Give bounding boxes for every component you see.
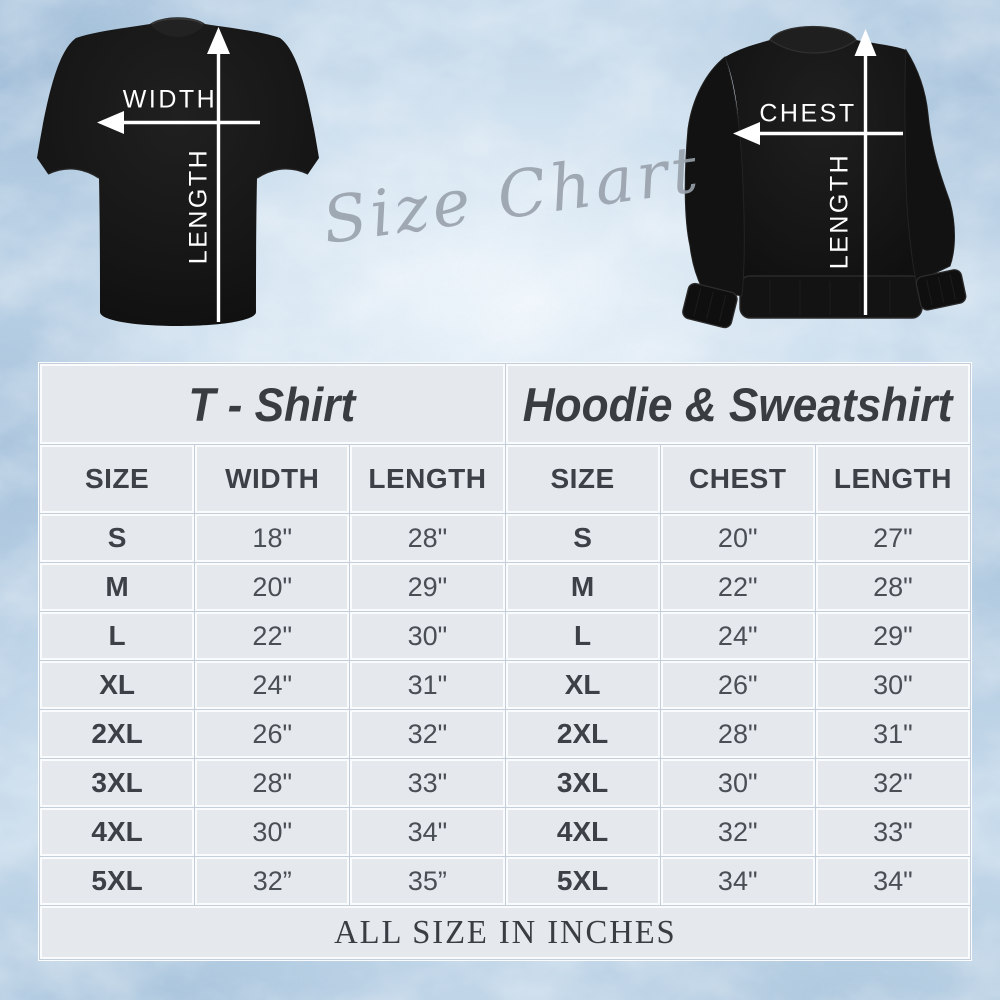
hoodie-size-cell: 5XL (504, 856, 661, 906)
hoodie-chest-cell: 26" (659, 660, 816, 710)
tshirt-width-cell: 20" (194, 562, 351, 612)
hoodie-size-cell: L (504, 611, 661, 661)
hoodie-length-cell: 28" (814, 562, 972, 612)
hoodie-section-title-text: Hoodie & Sweatshirt (522, 377, 953, 431)
tshirt-length-cell: 35” (349, 856, 506, 906)
hoodie-chest-cell: 32" (659, 807, 816, 857)
footer-note-text: ALL SIZE IN INCHES (333, 913, 677, 951)
tshirt-length-cell: 32" (349, 709, 506, 759)
tshirt-body (37, 18, 319, 326)
tshirt-section-title-text: T - Shirt (188, 377, 356, 431)
tshirt-width-cell: 18" (194, 513, 351, 563)
tshirt-length-header: LENGTH (349, 444, 506, 514)
tshirt-length-cell: 28" (349, 513, 506, 563)
tshirt-width-cell: 22" (194, 611, 351, 661)
tshirt-width-cell: 28" (194, 758, 351, 808)
hoodie-length-cell: 30" (814, 660, 972, 710)
tshirt-size-cell: M (38, 562, 196, 612)
tshirt-size-cell: 4XL (38, 807, 196, 857)
sweatshirt-right-sleeve (904, 48, 955, 283)
tshirt-length-cell: 31" (349, 660, 506, 710)
hoodie-size-cell: XL (504, 660, 661, 710)
hoodie-size-cell: 2XL (504, 709, 661, 759)
hoodie-length-cell: 33" (814, 807, 972, 857)
tshirt-length-cell: 29" (349, 562, 506, 612)
script-title: Size Chart (318, 132, 706, 260)
hoodie-size-cell: M (504, 562, 661, 612)
sweatshirt-body (725, 28, 920, 286)
hoodie-size-header: SIZE (504, 444, 661, 514)
tshirt-width-cell: 32” (194, 856, 351, 906)
hoodie-length-label: LENGTH (825, 152, 854, 270)
footer-note: ALL SIZE IN INCHES (39, 905, 971, 960)
tshirt-width-cell: 26" (194, 709, 351, 759)
tshirt-width-header: WIDTH (194, 444, 351, 514)
size-table: T - Shirt Hoodie & Sweatshirt SIZE WIDTH… (38, 362, 972, 961)
tshirt-length-cell: 30" (349, 611, 506, 661)
tshirt-size-cell: 5XL (38, 856, 196, 906)
hero: WIDTH LENGTH CHEST LENGTH Size Chart (0, 0, 1000, 362)
sweatshirt-hem-band (739, 275, 923, 319)
hoodie-section-title: Hoodie & Sweatshirt (504, 363, 971, 445)
tshirt-size-cell: S (38, 513, 196, 563)
tshirt-width-cell: 24" (194, 660, 351, 710)
tshirt-image (37, 17, 319, 326)
hoodie-chest-cell: 20" (659, 513, 816, 563)
tshirt-section-title: T - Shirt (39, 363, 506, 445)
tshirt-length-cell: 33" (349, 758, 506, 808)
tshirt-size-cell: XL (38, 660, 196, 710)
tshirt-size-cell: 3XL (38, 758, 196, 808)
hoodie-size-cell: 3XL (504, 758, 661, 808)
hoodie-length-cell: 34" (814, 856, 972, 906)
hoodie-size-cell: S (504, 513, 661, 563)
hoodie-length-cell: 27" (814, 513, 972, 563)
hoodie-chest-cell: 30" (659, 758, 816, 808)
hoodie-length-cell: 31" (814, 709, 972, 759)
tshirt-length-label: LENGTH (184, 147, 213, 265)
tshirt-width-cell: 30" (194, 807, 351, 857)
hoodie-chest-label: CHEST (759, 99, 857, 128)
tshirt-width-label: WIDTH (122, 85, 218, 114)
hoodie-size-cell: 4XL (504, 807, 661, 857)
hoodie-length-cell: 29" (814, 611, 972, 661)
hoodie-chest-header: CHEST (659, 444, 816, 514)
hoodie-length-header: LENGTH (814, 444, 972, 514)
hoodie-chest-cell: 28" (659, 709, 816, 759)
hoodie-chest-cell: 34" (659, 856, 816, 906)
tshirt-size-cell: 2XL (38, 709, 196, 759)
hoodie-chest-cell: 22" (659, 562, 816, 612)
hoodie-chest-cell: 24" (659, 611, 816, 661)
tshirt-length-cell: 34" (349, 807, 506, 857)
tshirt-size-cell: L (38, 611, 196, 661)
hoodie-length-cell: 32" (814, 758, 972, 808)
tshirt-size-header: SIZE (38, 444, 196, 514)
